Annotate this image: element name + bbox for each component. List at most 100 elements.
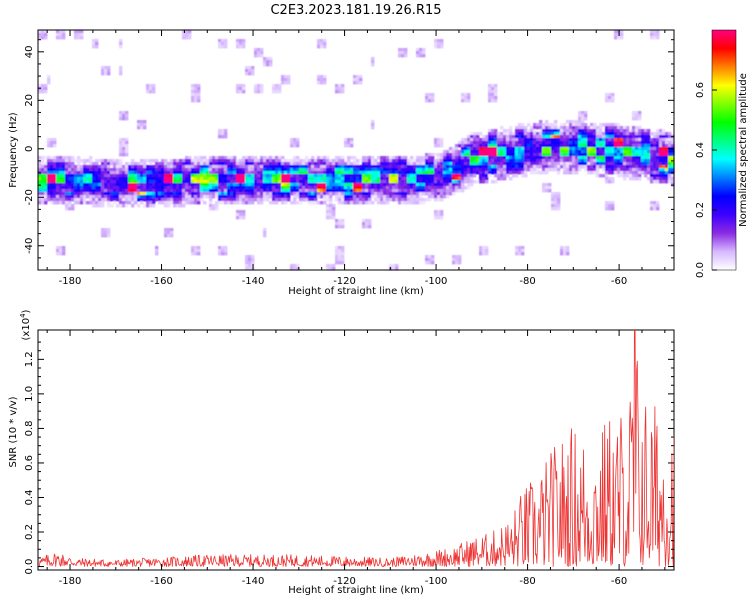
heatmap-cell bbox=[452, 168, 456, 172]
heatmap-cell bbox=[521, 171, 525, 175]
heatmap-cell bbox=[236, 45, 240, 49]
heatmap-cell bbox=[347, 159, 351, 163]
heatmap-cell bbox=[302, 186, 306, 190]
heatmap-cell bbox=[536, 141, 540, 145]
heatmap-cell bbox=[518, 249, 522, 253]
heatmap-cell bbox=[455, 186, 459, 190]
heatmap-cell bbox=[617, 132, 621, 136]
heatmap-cell bbox=[326, 180, 330, 184]
heatmap-cell bbox=[524, 162, 528, 166]
heatmap-cell bbox=[437, 180, 441, 184]
heatmap-cell bbox=[584, 162, 588, 166]
heatmap-cell bbox=[467, 150, 471, 154]
heatmap-cell bbox=[365, 168, 369, 172]
heatmap-cell bbox=[56, 246, 60, 250]
heatmap-cell bbox=[434, 144, 438, 148]
heatmap-cell bbox=[305, 198, 309, 202]
heatmap-cell bbox=[497, 147, 501, 151]
heatmap-cell bbox=[452, 174, 456, 178]
heatmap-cell bbox=[617, 36, 621, 40]
heatmap-cell bbox=[266, 180, 270, 184]
heatmap-cell bbox=[656, 138, 660, 142]
heatmap-cell bbox=[569, 168, 573, 172]
heatmap-cell bbox=[482, 162, 486, 166]
heatmap-cell bbox=[218, 39, 222, 43]
heatmap-cell bbox=[395, 195, 399, 199]
heatmap-cell bbox=[239, 171, 243, 175]
heatmap-cell bbox=[617, 135, 621, 139]
heatmap-cell bbox=[350, 189, 354, 193]
heatmap-cell bbox=[671, 180, 675, 184]
heatmap-cell bbox=[164, 195, 168, 199]
heatmap-cell bbox=[539, 138, 543, 142]
heatmap-cell bbox=[629, 150, 633, 154]
heatmap-cell bbox=[140, 189, 144, 193]
heatmap-cell bbox=[236, 177, 240, 181]
heatmap-cell bbox=[218, 186, 222, 190]
heatmap-cell bbox=[182, 186, 186, 190]
heatmap-cell bbox=[515, 150, 519, 154]
heatmap-cell bbox=[404, 177, 408, 181]
heatmap-cell bbox=[371, 168, 375, 172]
heatmap-cell bbox=[218, 189, 222, 193]
heatmap-cell bbox=[515, 246, 519, 250]
heatmap-cell bbox=[413, 195, 417, 199]
heatmap-cell bbox=[632, 156, 636, 160]
heatmap-cell bbox=[188, 180, 192, 184]
heatmap-cell bbox=[368, 171, 372, 175]
heatmap-cell bbox=[149, 171, 153, 175]
heatmap-cell bbox=[269, 192, 273, 196]
heatmap-cell bbox=[311, 189, 315, 193]
heatmap-cell bbox=[623, 135, 627, 139]
heatmap-cell bbox=[239, 198, 243, 202]
heatmap-cell bbox=[302, 168, 306, 172]
heatmap-cell bbox=[323, 189, 327, 193]
heatmap-cell bbox=[650, 147, 654, 151]
heatmap-cell bbox=[491, 144, 495, 148]
heatmap-cell bbox=[485, 249, 489, 253]
heatmap-cell bbox=[605, 162, 609, 166]
heatmap-cell bbox=[458, 183, 462, 187]
heatmap-cell bbox=[422, 192, 426, 196]
heatmap-cell bbox=[68, 156, 72, 160]
heatmap-cell bbox=[455, 183, 459, 187]
heatmap-cell bbox=[584, 135, 588, 139]
heatmap-cell bbox=[149, 198, 153, 202]
heatmap-cell bbox=[41, 162, 45, 166]
heatmap-cell bbox=[233, 171, 237, 175]
heatmap-cell bbox=[518, 123, 522, 127]
heatmap-cell bbox=[542, 156, 546, 160]
heatmap-cell bbox=[131, 168, 135, 172]
heatmap-cell bbox=[611, 138, 615, 142]
heatmap-cell bbox=[107, 198, 111, 202]
heatmap-cell bbox=[647, 135, 651, 139]
heatmap-cell bbox=[212, 192, 216, 196]
heatmap-cell bbox=[368, 192, 372, 196]
heatmap-cell bbox=[50, 138, 54, 142]
heatmap-cell bbox=[368, 159, 372, 163]
heatmap-cell bbox=[317, 186, 321, 190]
heatmap-cell bbox=[236, 216, 240, 220]
heatmap-cell bbox=[245, 189, 249, 193]
heatmap-cell bbox=[557, 153, 561, 157]
heatmap-cell bbox=[101, 177, 105, 181]
heatmap-cell bbox=[80, 183, 84, 187]
snr-y-axis-label: SNR (10 * v/v) bbox=[8, 396, 19, 467]
heatmap-cell bbox=[140, 165, 144, 169]
heatmap-cell bbox=[104, 180, 108, 184]
heatmap-cell bbox=[404, 51, 408, 55]
heatmap-cell bbox=[383, 162, 387, 166]
heatmap-cell bbox=[341, 87, 345, 91]
heatmap-cell bbox=[95, 183, 99, 187]
heatmap-cell bbox=[44, 168, 48, 172]
heatmap-cell bbox=[512, 159, 516, 163]
heatmap-cell bbox=[242, 168, 246, 172]
heatmap-cell bbox=[170, 198, 174, 202]
heatmap-cell bbox=[245, 180, 249, 184]
heatmap-cell bbox=[596, 141, 600, 145]
heatmap-cell bbox=[542, 129, 546, 133]
heatmap-cell bbox=[146, 186, 150, 190]
heatmap-cell bbox=[281, 165, 285, 169]
heatmap-cell bbox=[656, 36, 660, 40]
heatmap-cell bbox=[542, 189, 546, 193]
